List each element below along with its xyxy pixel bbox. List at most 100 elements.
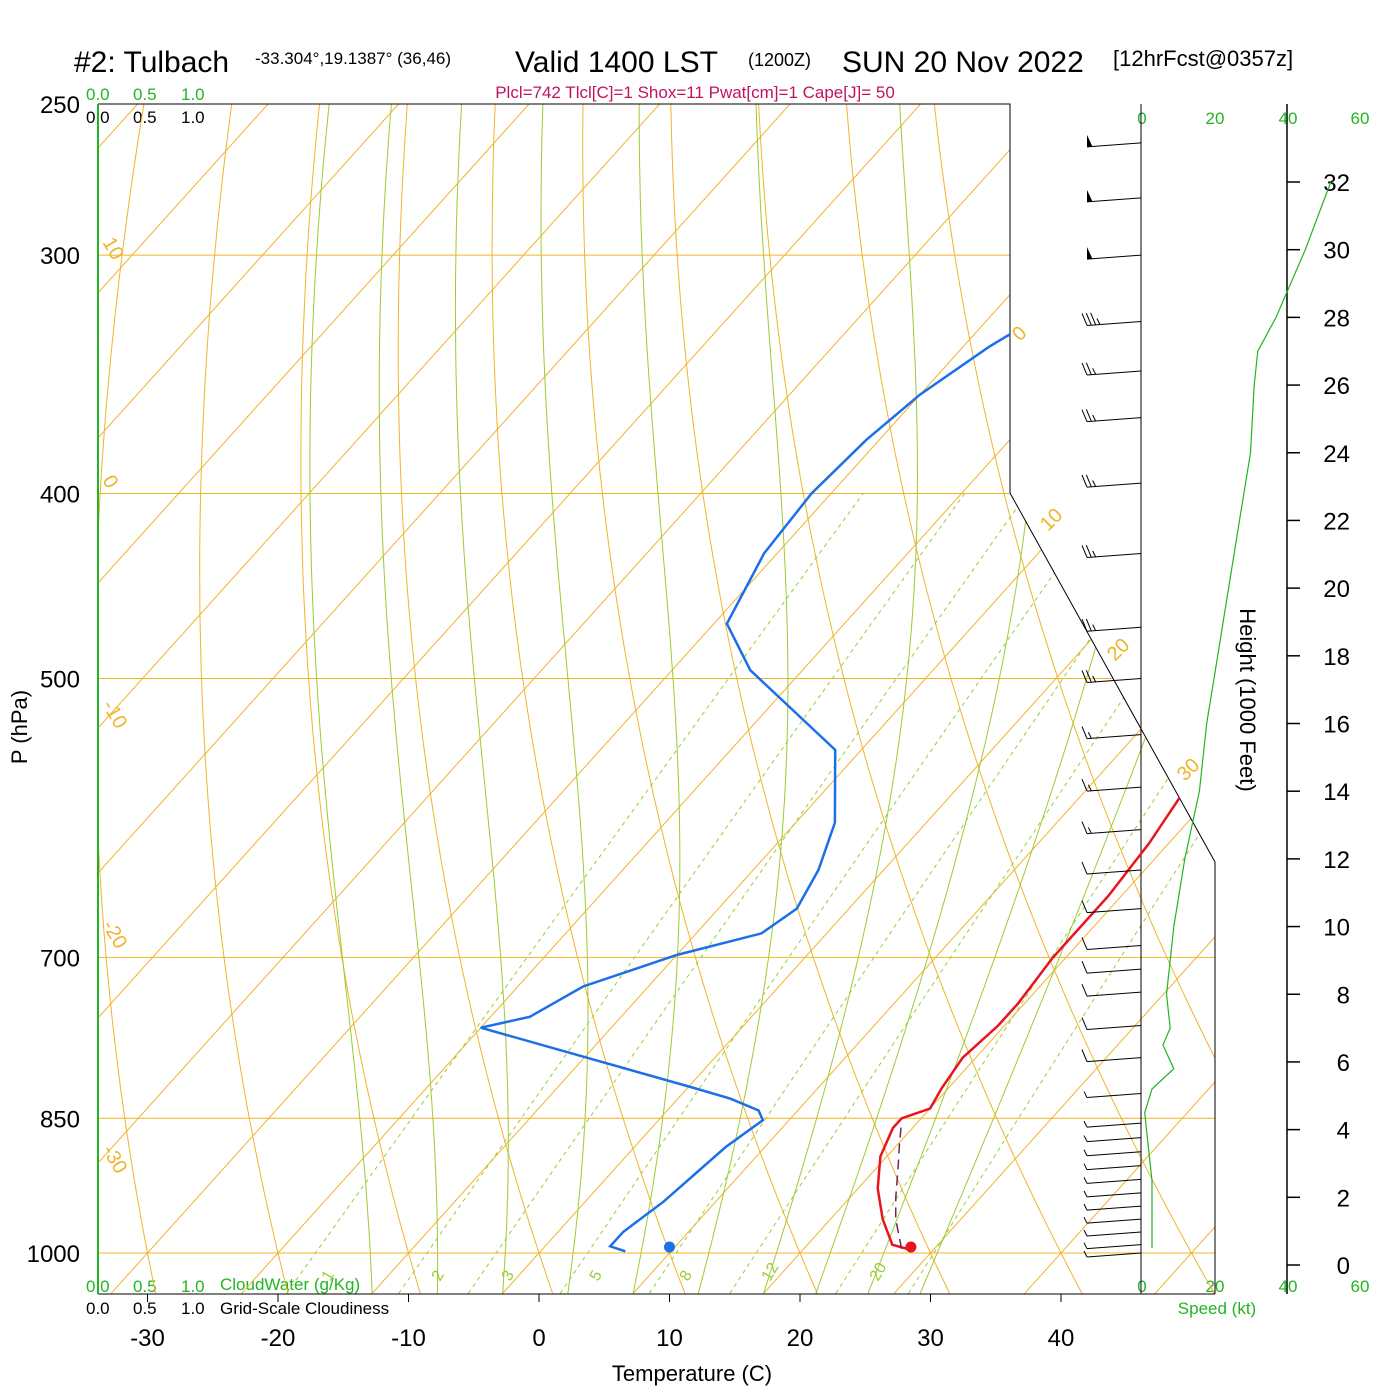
temperature-tick-label: 30 (917, 1325, 944, 1352)
wind-barb-half-feather (1087, 784, 1092, 792)
pressure-tick-label: 500 (40, 667, 80, 694)
cloudiness-label: Grid-Scale Cloudiness (220, 1299, 389, 1318)
wind-barb-staff (1086, 1025, 1142, 1031)
wind-barb-feather (1081, 670, 1088, 683)
dry-adiabat-line (199, 104, 289, 1294)
wind-barb-feather (1081, 313, 1088, 326)
wind-barb-half-feather (1083, 1242, 1088, 1249)
wind-barb (1081, 861, 1142, 875)
valid-date: SUN 20 Nov 2022 (842, 46, 1084, 79)
speed-tick-top: 20 (1206, 109, 1225, 128)
wind-barb-half-feather (1092, 624, 1097, 631)
isotherm-line (502, 104, 1215, 1294)
wind-barb (1081, 409, 1142, 423)
dry-adiabat-line (1365, 70, 1400, 1293)
background-lines (0, 70, 1400, 1294)
wind-barb-half-feather (1083, 1120, 1088, 1128)
sounding-profiles (480, 129, 1215, 1253)
wind-barb-feather (1081, 619, 1088, 632)
wind-barb-feather (1085, 312, 1092, 326)
isotherm-line (632, 104, 1215, 1294)
wind-barb-flag (1087, 247, 1093, 260)
wind-barb-feather (1085, 618, 1092, 632)
wind-barb-staff (1086, 1218, 1142, 1224)
temperature-tick-label: -30 (130, 1325, 165, 1352)
wind-barb-half-feather (1092, 414, 1097, 422)
isotherm-line (893, 104, 1215, 1294)
speed-tick-top: 0 (1137, 109, 1146, 128)
isotherm-label: 0 (1008, 322, 1031, 345)
height-tick-label: 12 (1323, 847, 1350, 874)
dry-adiabat-line (300, 104, 421, 1294)
sounding-parameters: Plcl=742 Tlcl[C]=1 Shox=11 Pwat[cm]=1 Ca… (495, 83, 895, 102)
pressure-tick-label: 1000 (27, 1241, 80, 1268)
wind-barb-staff (1086, 142, 1142, 148)
station-coords: -33.304°,19.1387° (36,46) (255, 49, 451, 68)
valid-time: Valid 1400 LST (515, 46, 718, 79)
wind-barb-staff (1086, 626, 1142, 632)
forecast-info: [12hrFcst@0357z] (1113, 46, 1293, 71)
wind-barb (1081, 900, 1142, 914)
wind-barb-half-feather (1083, 1091, 1088, 1098)
wind-barb (1081, 937, 1142, 950)
mixing-ratio-label: 3 (499, 1268, 518, 1284)
mixing-ratio-line (467, 493, 1028, 1294)
cloudwater-tick-top: 1.0 (181, 85, 205, 104)
height-tick-label: 10 (1323, 915, 1350, 942)
wind-barb-staff (1086, 1151, 1142, 1157)
wind-barb-half-feather (1092, 368, 1097, 375)
speed-tick-top: 60 (1351, 109, 1370, 128)
wind-barb-staff (1086, 678, 1142, 683)
isotherm-line (98, 104, 952, 1294)
dry-adiabat-line (669, 104, 951, 1294)
speed-tick-bottom: 40 (1279, 1277, 1298, 1296)
wind-barb (1081, 1017, 1142, 1031)
mixing-ratio-label: 20 (867, 1260, 891, 1284)
isotherm-line (763, 104, 1215, 1294)
pressure-tick-label: 850 (40, 1106, 80, 1133)
height-tick-label: 4 (1337, 1118, 1350, 1145)
wind-barb-feather (1081, 937, 1088, 950)
wind-barb-feather (1081, 778, 1088, 792)
mixing-ratio-label: 12 (759, 1260, 783, 1284)
temperature-tick-label: 0 (532, 1325, 545, 1352)
wind-barb-feather (1081, 900, 1088, 913)
mixing-ratio-label: 8 (677, 1268, 696, 1284)
wind-barb-half-feather (1083, 1190, 1088, 1198)
isotherm-line (0, 70, 38, 1293)
speed-tick-top: 40 (1279, 109, 1298, 128)
wind-barb-half-feather (1092, 675, 1097, 683)
isotherm-line (98, 104, 560, 1294)
wind-barb-staff (1086, 1122, 1142, 1128)
wind-barb (1081, 821, 1142, 835)
wind-barb-feather (1081, 1017, 1088, 1030)
isotherm-line (110, 104, 1213, 1294)
cloudwater-tick-top: 0.0 (86, 85, 110, 104)
wind-barb (1081, 778, 1142, 792)
cloudiness-tick-bottom: 1.0 (181, 1299, 205, 1318)
mixing-ratio-line (559, 493, 1111, 1294)
cloudwater-tick-bottom: 0.5 (133, 1277, 157, 1296)
cloudwater-tick-bottom: 1.0 (181, 1277, 205, 1296)
pressure-tick-label: 300 (40, 243, 80, 270)
wind-barb-feather (1081, 545, 1088, 558)
wind-barb (1081, 312, 1142, 326)
plot-frame (97, 103, 1288, 1295)
wind-speed-line (1144, 181, 1332, 1249)
wind-barb-staff (1086, 254, 1142, 260)
wind-barb (1081, 474, 1142, 488)
plot-border (98, 103, 1216, 1294)
moist-adiabat-line (454, 104, 509, 1294)
station-name: #2: Tulbach (74, 46, 229, 79)
wind-barb-half-feather (1096, 318, 1101, 325)
speed-tick-bottom: 60 (1351, 1277, 1370, 1296)
wind-barb-half-feather (1083, 1216, 1088, 1224)
isotherm-label: 30 (1173, 754, 1204, 785)
dry-adiabat-line (491, 104, 686, 1294)
pressure-tick-label: 250 (40, 92, 80, 119)
height-tick-label: 14 (1323, 779, 1350, 806)
mixing-ratio-line (835, 493, 1215, 1294)
wind-barb (1086, 189, 1142, 203)
wind-barb-half-feather (1087, 732, 1092, 739)
